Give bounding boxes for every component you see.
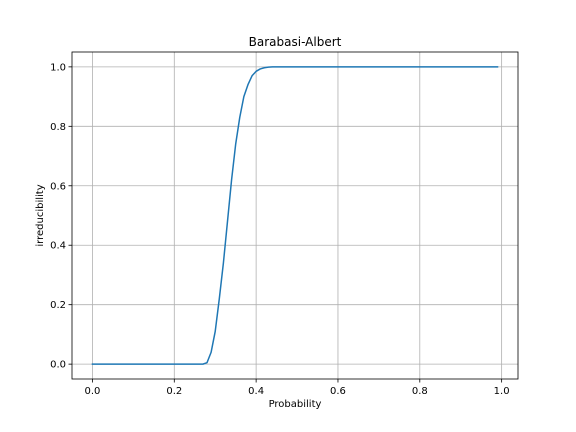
- y-tick-label: 1.0: [50, 62, 66, 73]
- y-tick-label: 0.0: [50, 360, 66, 371]
- x-axis-label: Probability: [269, 399, 322, 410]
- y-tick-label: 0.6: [50, 181, 66, 192]
- axis-ticks: 0.0 0.2 0.4 0.6 0.8 1.0 0.0 0.2 0.4 0.6 0.8 1.0: [50, 62, 509, 397]
- x-tick-label: 0.0: [85, 386, 101, 397]
- x-tick-label: 1.0: [494, 386, 510, 397]
- x-tick-label: 0.8: [412, 386, 428, 397]
- x-tick-label: 0.4: [248, 386, 264, 397]
- y-axis-label: irreducibility: [35, 184, 46, 246]
- y-tick-label: 0.2: [50, 300, 66, 311]
- series-line: [91, 66, 499, 365]
- x-tick-label: 0.2: [166, 386, 182, 397]
- plot-frame: [71, 51, 519, 380]
- plot-series: [91, 66, 499, 365]
- chart-title: Barabasi-Albert: [249, 35, 342, 49]
- y-tick-label: 0.4: [50, 241, 66, 252]
- x-tick-label: 0.6: [330, 386, 346, 397]
- y-tick-label: 0.8: [50, 122, 66, 133]
